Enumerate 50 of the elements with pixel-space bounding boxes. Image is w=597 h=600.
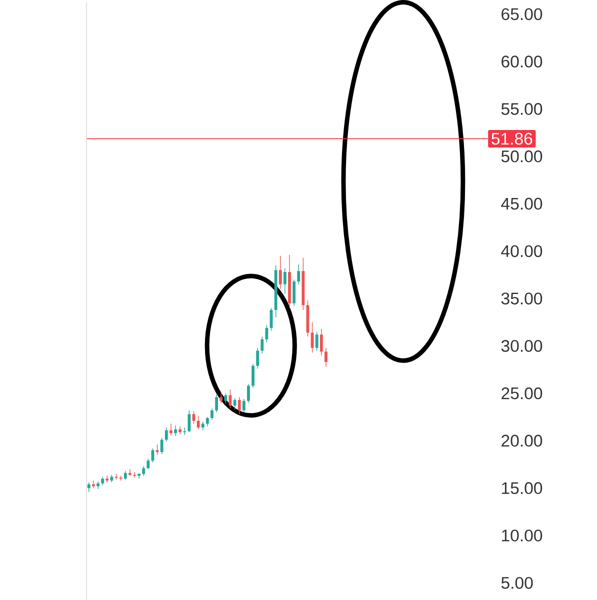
candlestick bbox=[156, 444, 159, 456]
candlestick bbox=[210, 408, 214, 420]
y-tick-label: 65.00 bbox=[501, 8, 542, 20]
candlestick bbox=[224, 392, 227, 404]
candlestick bbox=[178, 426, 182, 434]
y-tick-label: 60.00 bbox=[501, 56, 542, 68]
y-tick-label: 55.00 bbox=[501, 103, 542, 115]
ref-line-label: 51.86 bbox=[491, 132, 532, 145]
y-tick-label: 40.00 bbox=[500, 245, 542, 258]
candlestick bbox=[246, 383, 250, 404]
y-tick-label: 35.00 bbox=[501, 292, 542, 304]
y-tick-label: 45.00 bbox=[500, 198, 542, 210]
candlestick bbox=[206, 416, 209, 427]
candlestick bbox=[219, 392, 222, 404]
candlestick bbox=[196, 416, 200, 430]
y-tick-label: 15.00 bbox=[502, 482, 542, 494]
candlestick bbox=[283, 268, 286, 294]
candlestick bbox=[324, 347, 328, 368]
y-tick-label: 30.00 bbox=[501, 340, 542, 352]
candlestick bbox=[296, 264, 300, 285]
candlestick bbox=[169, 423, 172, 436]
y-tick-label: 10.00 bbox=[502, 530, 542, 542]
candlestick bbox=[164, 427, 168, 442]
candlestick bbox=[214, 394, 218, 413]
candlestick bbox=[256, 347, 259, 370]
candlestick bbox=[132, 472, 136, 478]
candlestick bbox=[265, 324, 268, 342]
candlestick bbox=[146, 458, 150, 470]
candlestick bbox=[192, 410, 196, 424]
candlestick bbox=[251, 364, 254, 388]
y-tick-label: 25.00 bbox=[501, 387, 542, 400]
candlestick bbox=[233, 398, 236, 410]
y-tick-label: 50.00 bbox=[501, 150, 542, 162]
candlestick bbox=[278, 256, 282, 290]
candlestick bbox=[128, 468, 132, 476]
candlestick bbox=[87, 482, 90, 492]
y-tick-label: 20.00 bbox=[501, 434, 542, 447]
candlestick bbox=[238, 396, 241, 415]
candlestick bbox=[188, 410, 190, 433]
candlestick bbox=[310, 322, 314, 353]
candlestick bbox=[260, 336, 264, 354]
candlestick bbox=[160, 438, 164, 454]
candlestick bbox=[242, 398, 246, 413]
candlestick bbox=[96, 481, 100, 490]
candlestick bbox=[174, 425, 177, 436]
candlestick bbox=[292, 279, 296, 306]
candlestick bbox=[320, 328, 323, 356]
candlestick bbox=[142, 466, 145, 476]
y-tick-label: 5.00 bbox=[501, 576, 533, 589]
candlestick bbox=[315, 331, 318, 352]
